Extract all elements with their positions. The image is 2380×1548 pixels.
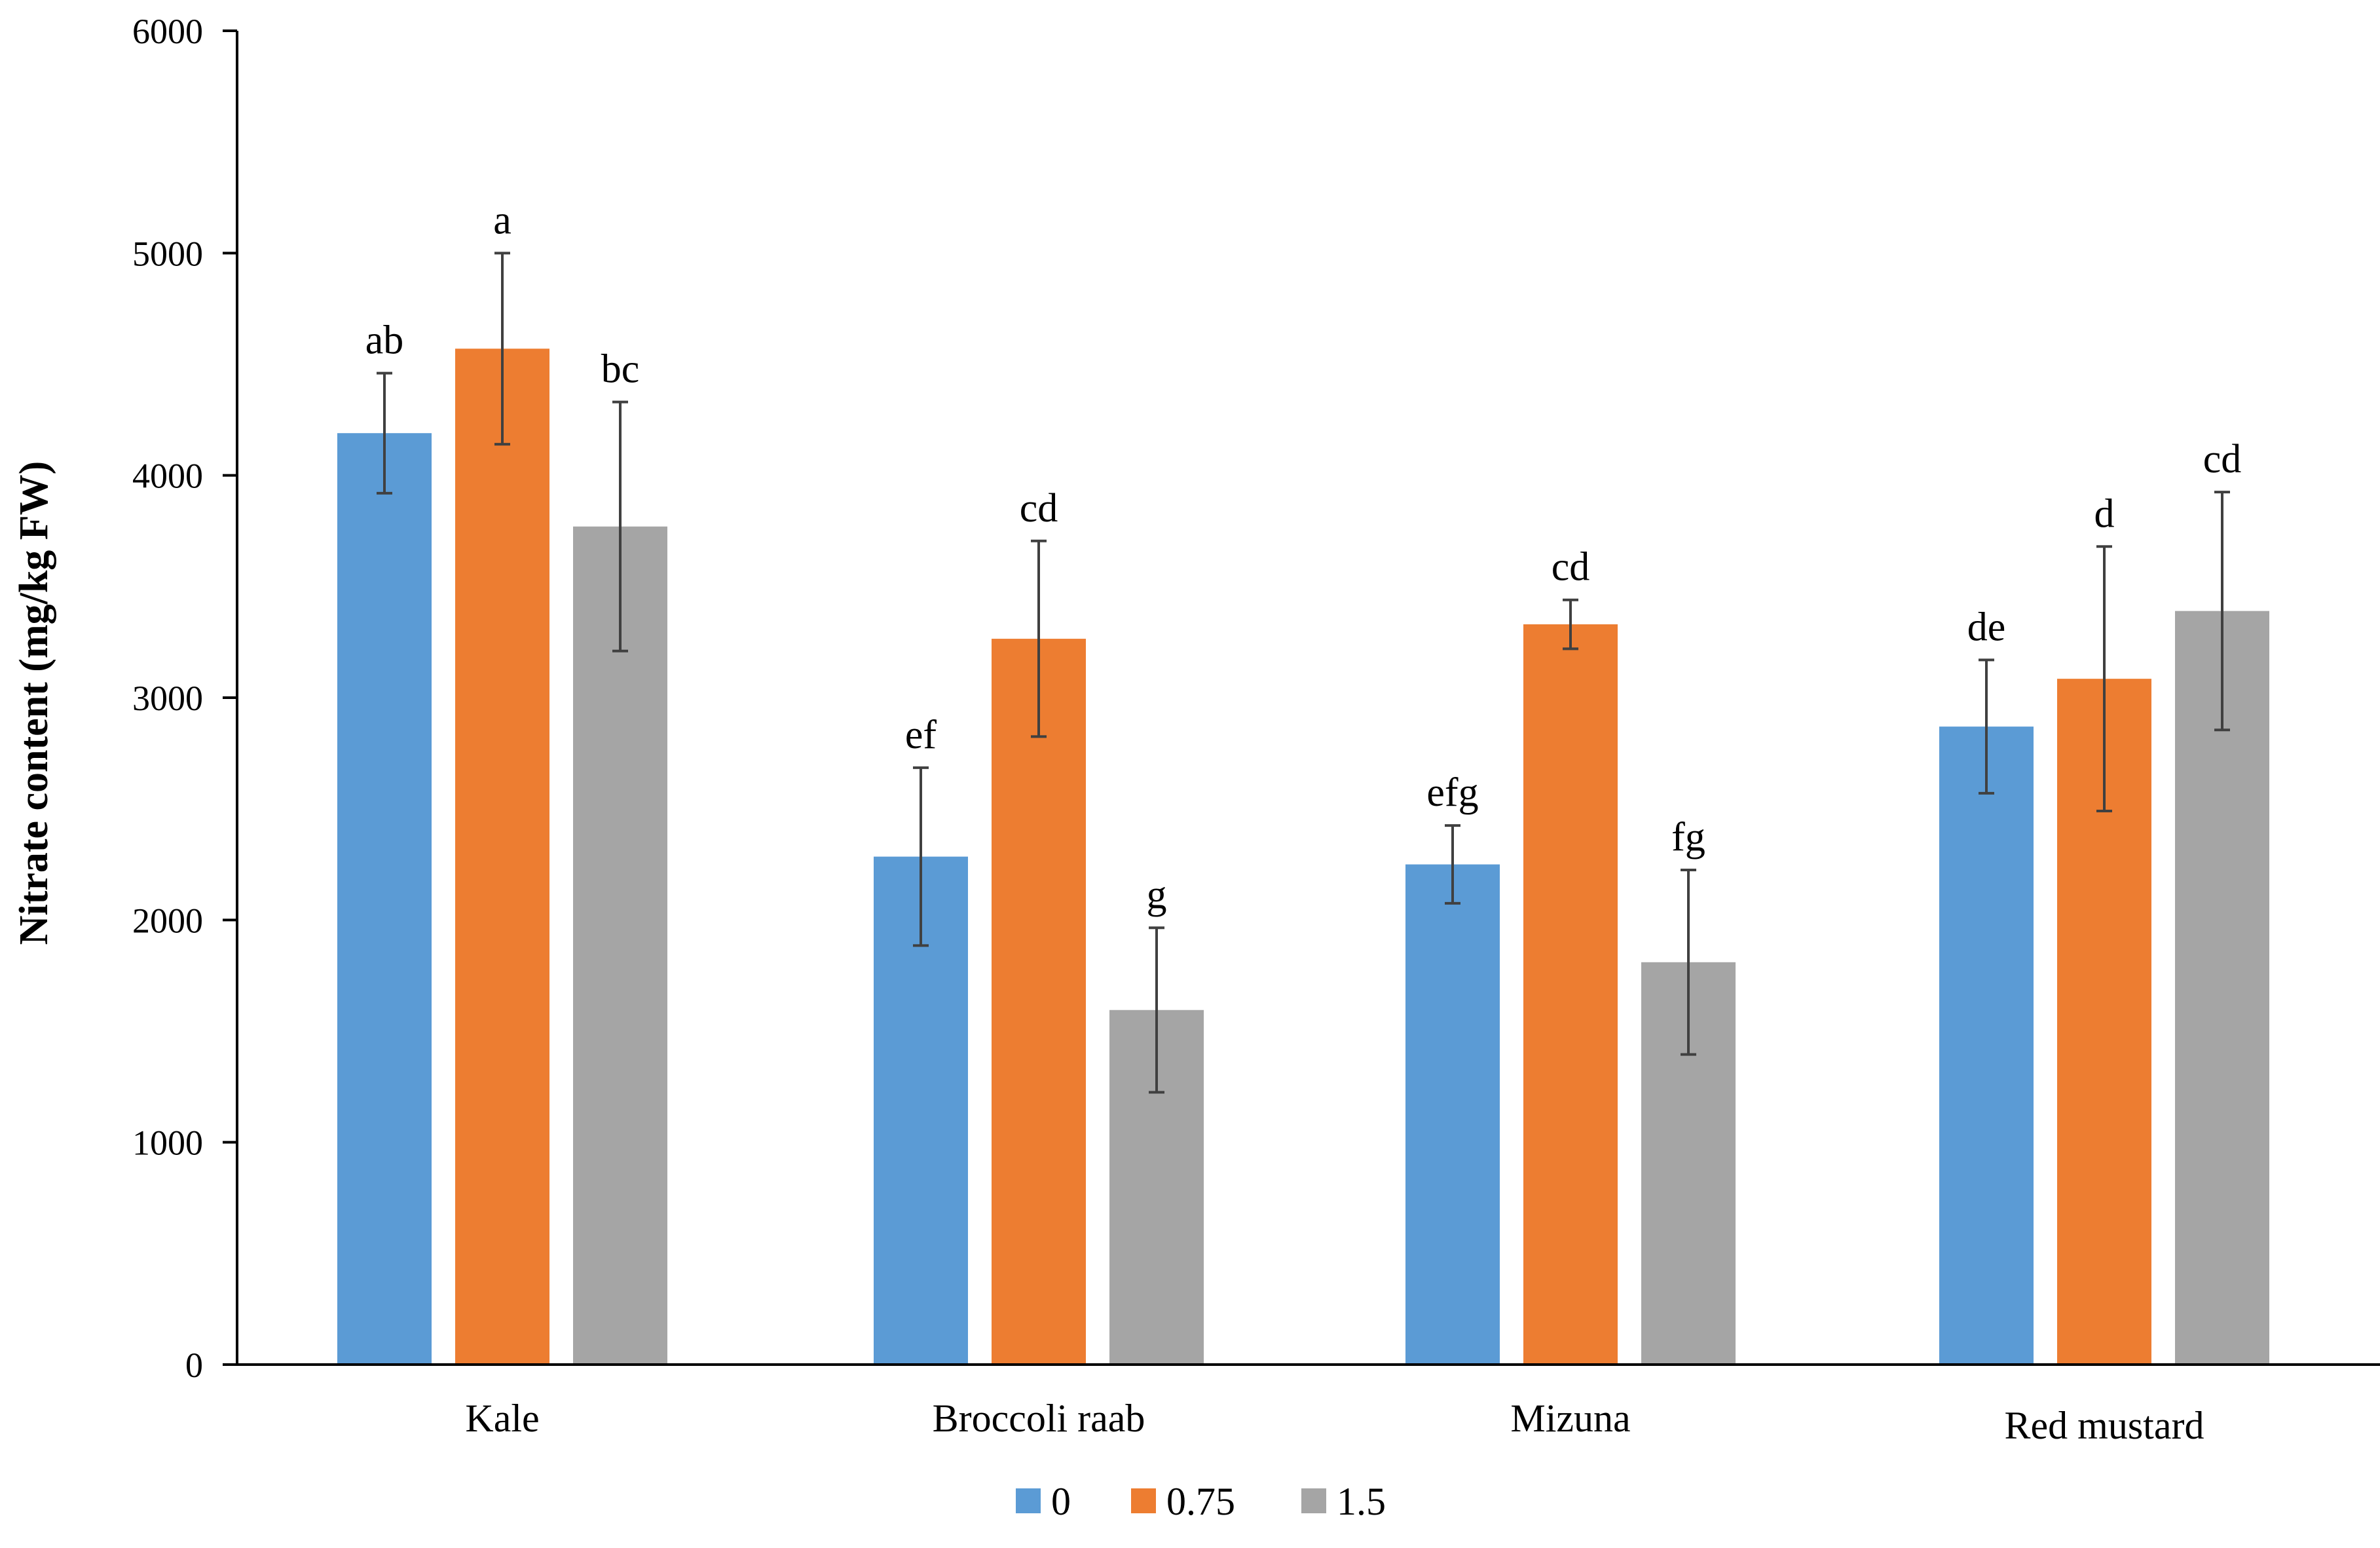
y-tick-label: 5000 (132, 234, 203, 273)
legend: 0 0.75 1.5 (1016, 1480, 1386, 1523)
significance-letter: cd (1020, 486, 1058, 531)
bar-kale-0.75 (455, 349, 549, 1365)
bars-layer (337, 349, 2269, 1365)
bar-red-mustard-0 (1939, 727, 2034, 1365)
error-bar (1149, 926, 1164, 1094)
error-bar (1031, 539, 1047, 738)
bar-kale-0 (337, 433, 432, 1365)
x-category-label: Broccoli raab (933, 1397, 1145, 1440)
bar-broccoli-raab-0.75 (992, 639, 1086, 1365)
bar-mizuna-0.75 (1523, 624, 1618, 1365)
error-bar (2214, 491, 2230, 732)
error-bar (2096, 545, 2112, 813)
y-tick-label: 1000 (132, 1123, 203, 1163)
bar-red-mustard-1.5 (2175, 611, 2269, 1365)
significance-letter: cd (1552, 545, 1590, 590)
legend-swatch (1016, 1488, 1041, 1513)
bar-kale-1.5 (573, 526, 667, 1365)
category-labels-layer: Kale Broccoli raab Mizuna Red mustard (465, 1397, 2204, 1447)
legend-swatch (1301, 1488, 1326, 1513)
error-bars-layer (377, 252, 2230, 1094)
x-category-label: Kale (465, 1397, 539, 1440)
significance-letter: efg (1426, 770, 1478, 815)
bar-mizuna-0 (1405, 864, 1500, 1365)
error-bar (612, 400, 628, 652)
significance-letter: fg (1671, 815, 1705, 859)
letters-layer: ab a bc ef cd g efg cd fg de d cd (365, 198, 2242, 917)
legend-item-1.5: 1.5 (1301, 1480, 1386, 1523)
significance-letter: ef (905, 713, 937, 757)
error-bar (1445, 824, 1460, 905)
legend-item-0.75: 0.75 (1131, 1480, 1235, 1523)
legend-swatch (1131, 1488, 1156, 1513)
y-tick-label: 3000 (132, 679, 203, 718)
error-bar (913, 766, 929, 947)
x-category-label: Red mustard (2005, 1404, 2204, 1447)
legend-item-0: 0 (1016, 1480, 1071, 1523)
y-tick-label: 2000 (132, 901, 203, 940)
significance-letter: cd (2203, 437, 2242, 481)
y-axis-title: Nitrate content (mg/kg FW) (12, 461, 56, 945)
error-bar (1681, 868, 1696, 1056)
legend-label: 1.5 (1337, 1480, 1386, 1523)
x-category-label: Mizuna (1510, 1397, 1630, 1440)
y-tick-label: 6000 (132, 12, 203, 51)
significance-letter: d (2094, 491, 2115, 536)
error-bar (1979, 658, 1994, 795)
significance-letter: de (1967, 605, 2006, 649)
significance-letter: bc (601, 347, 640, 392)
significance-letter: a (493, 198, 511, 242)
y-tick-label: 4000 (132, 457, 203, 496)
error-bar (377, 371, 392, 495)
y-tick-label: 0 (185, 1346, 203, 1385)
error-bar (1563, 598, 1578, 651)
y-ticks-layer: 0 1000 2000 3000 4000 5000 6000 (132, 12, 237, 1385)
significance-letter: g (1147, 873, 1167, 917)
legend-label: 0 (1051, 1480, 1071, 1523)
legend-label: 0.75 (1166, 1480, 1235, 1523)
significance-letter: ab (365, 318, 404, 363)
error-bar (494, 252, 510, 446)
